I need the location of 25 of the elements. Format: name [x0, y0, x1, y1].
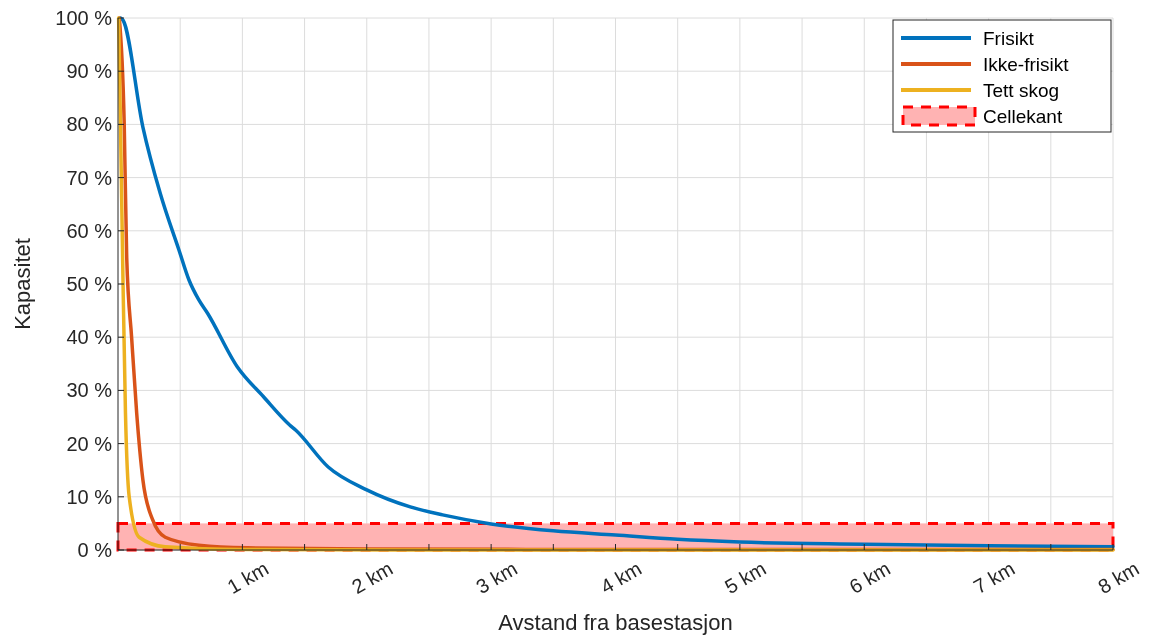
- y-tick-label: 30 %: [66, 379, 113, 402]
- y-tick-label: 100 %: [55, 7, 113, 29]
- legend-label: Cellekant: [983, 105, 1063, 127]
- x-tick-label: 8 km: [1094, 557, 1143, 598]
- y-axis-title: Kapasitet: [10, 238, 35, 330]
- legend-label: Ikke-frisikt: [983, 53, 1070, 75]
- x-tick-label: 2 km: [347, 557, 397, 598]
- x-tick-label: 6 km: [845, 557, 895, 598]
- y-tick-label: 20 %: [66, 432, 113, 455]
- x-tick-label: 1 km: [223, 557, 273, 598]
- y-tick-label: 40 %: [66, 326, 113, 349]
- x-tick-label: 5 km: [721, 557, 770, 598]
- x-tick-label: 4 km: [596, 557, 646, 598]
- legend-label: Frisikt: [983, 27, 1035, 49]
- y-tick-label: 0 %: [77, 539, 113, 561]
- y-tick-label: 50 %: [66, 273, 113, 295]
- y-tick-label: 90 %: [66, 60, 113, 83]
- y-tick-label: 80 %: [66, 113, 113, 136]
- y-tick-label: 70 %: [66, 166, 113, 189]
- legend-label: Tett skog: [983, 79, 1060, 101]
- y-tick-label: 60 %: [66, 219, 113, 242]
- x-axis-title: Avstand fra basestasjon: [498, 610, 733, 635]
- x-tick-label: 7 km: [969, 557, 1019, 598]
- x-tick-label: 3 km: [472, 557, 521, 598]
- y-tick-label: 10 %: [66, 485, 113, 508]
